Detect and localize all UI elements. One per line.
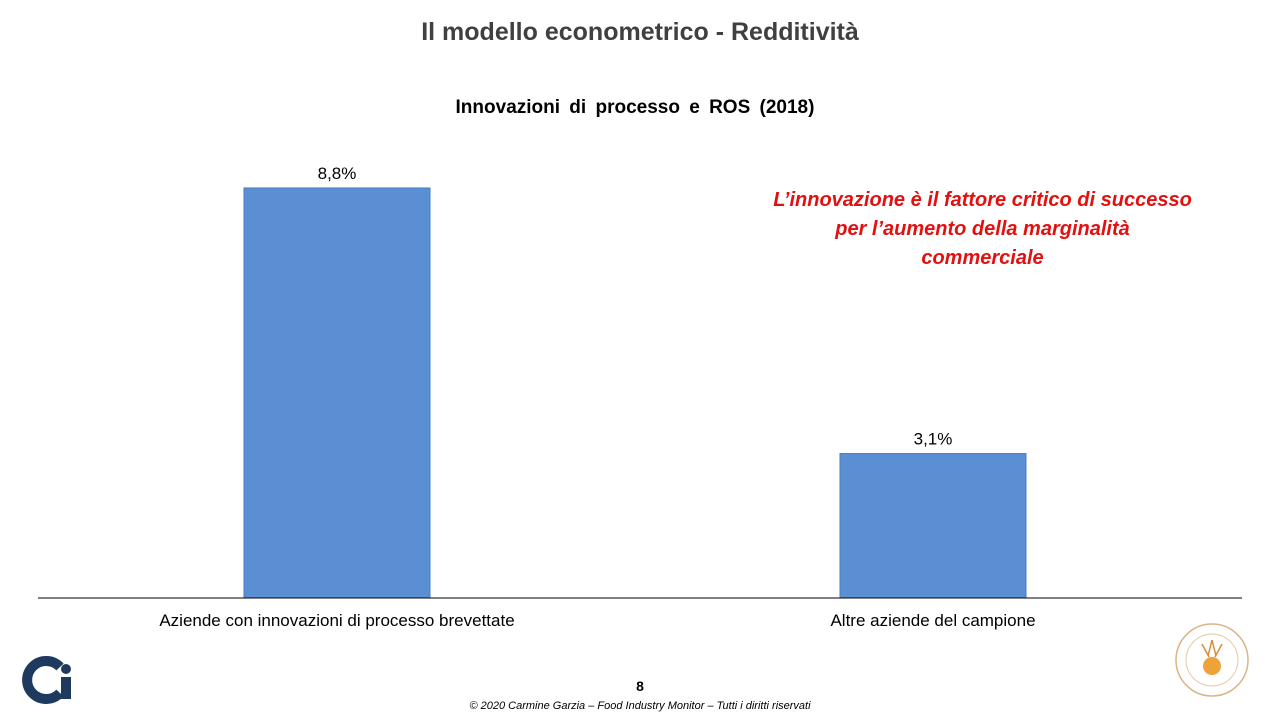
page-number: 8 — [636, 678, 644, 694]
bar-1 — [839, 453, 1027, 599]
data-labels-group: 8,8% 3,1% — [318, 164, 953, 449]
category-label-1: Altre aziende del campione — [830, 611, 1035, 630]
data-label-1: 3,1% — [914, 430, 953, 449]
ci-logo-icon — [22, 656, 71, 704]
annotation-line: commerciale — [921, 247, 1044, 269]
chart-title: Innovazioni di processo e ROS (2018) — [455, 97, 815, 118]
data-label-0: 8,8% — [318, 164, 357, 183]
annotation-line: L’innovazione è il fattore critico di su… — [773, 189, 1192, 211]
slide-title: Il modello econometrico - Redditività — [421, 18, 859, 46]
bars-group — [243, 187, 1027, 599]
annotation-text: L’innovazione è il fattore critico di su… — [755, 186, 1210, 273]
footer-copyright: © 2020 Carmine Garzia – Food Industry Mo… — [469, 700, 811, 712]
tick-labels-group: Aziende con innovazioni di processo brev… — [159, 611, 1035, 630]
annotation-line: per l’aumento della marginalità — [835, 218, 1130, 240]
category-label-0: Aziende con innovazioni di processo brev… — [159, 611, 514, 630]
university-seal-icon — [1175, 623, 1249, 697]
bar-0 — [243, 187, 431, 599]
